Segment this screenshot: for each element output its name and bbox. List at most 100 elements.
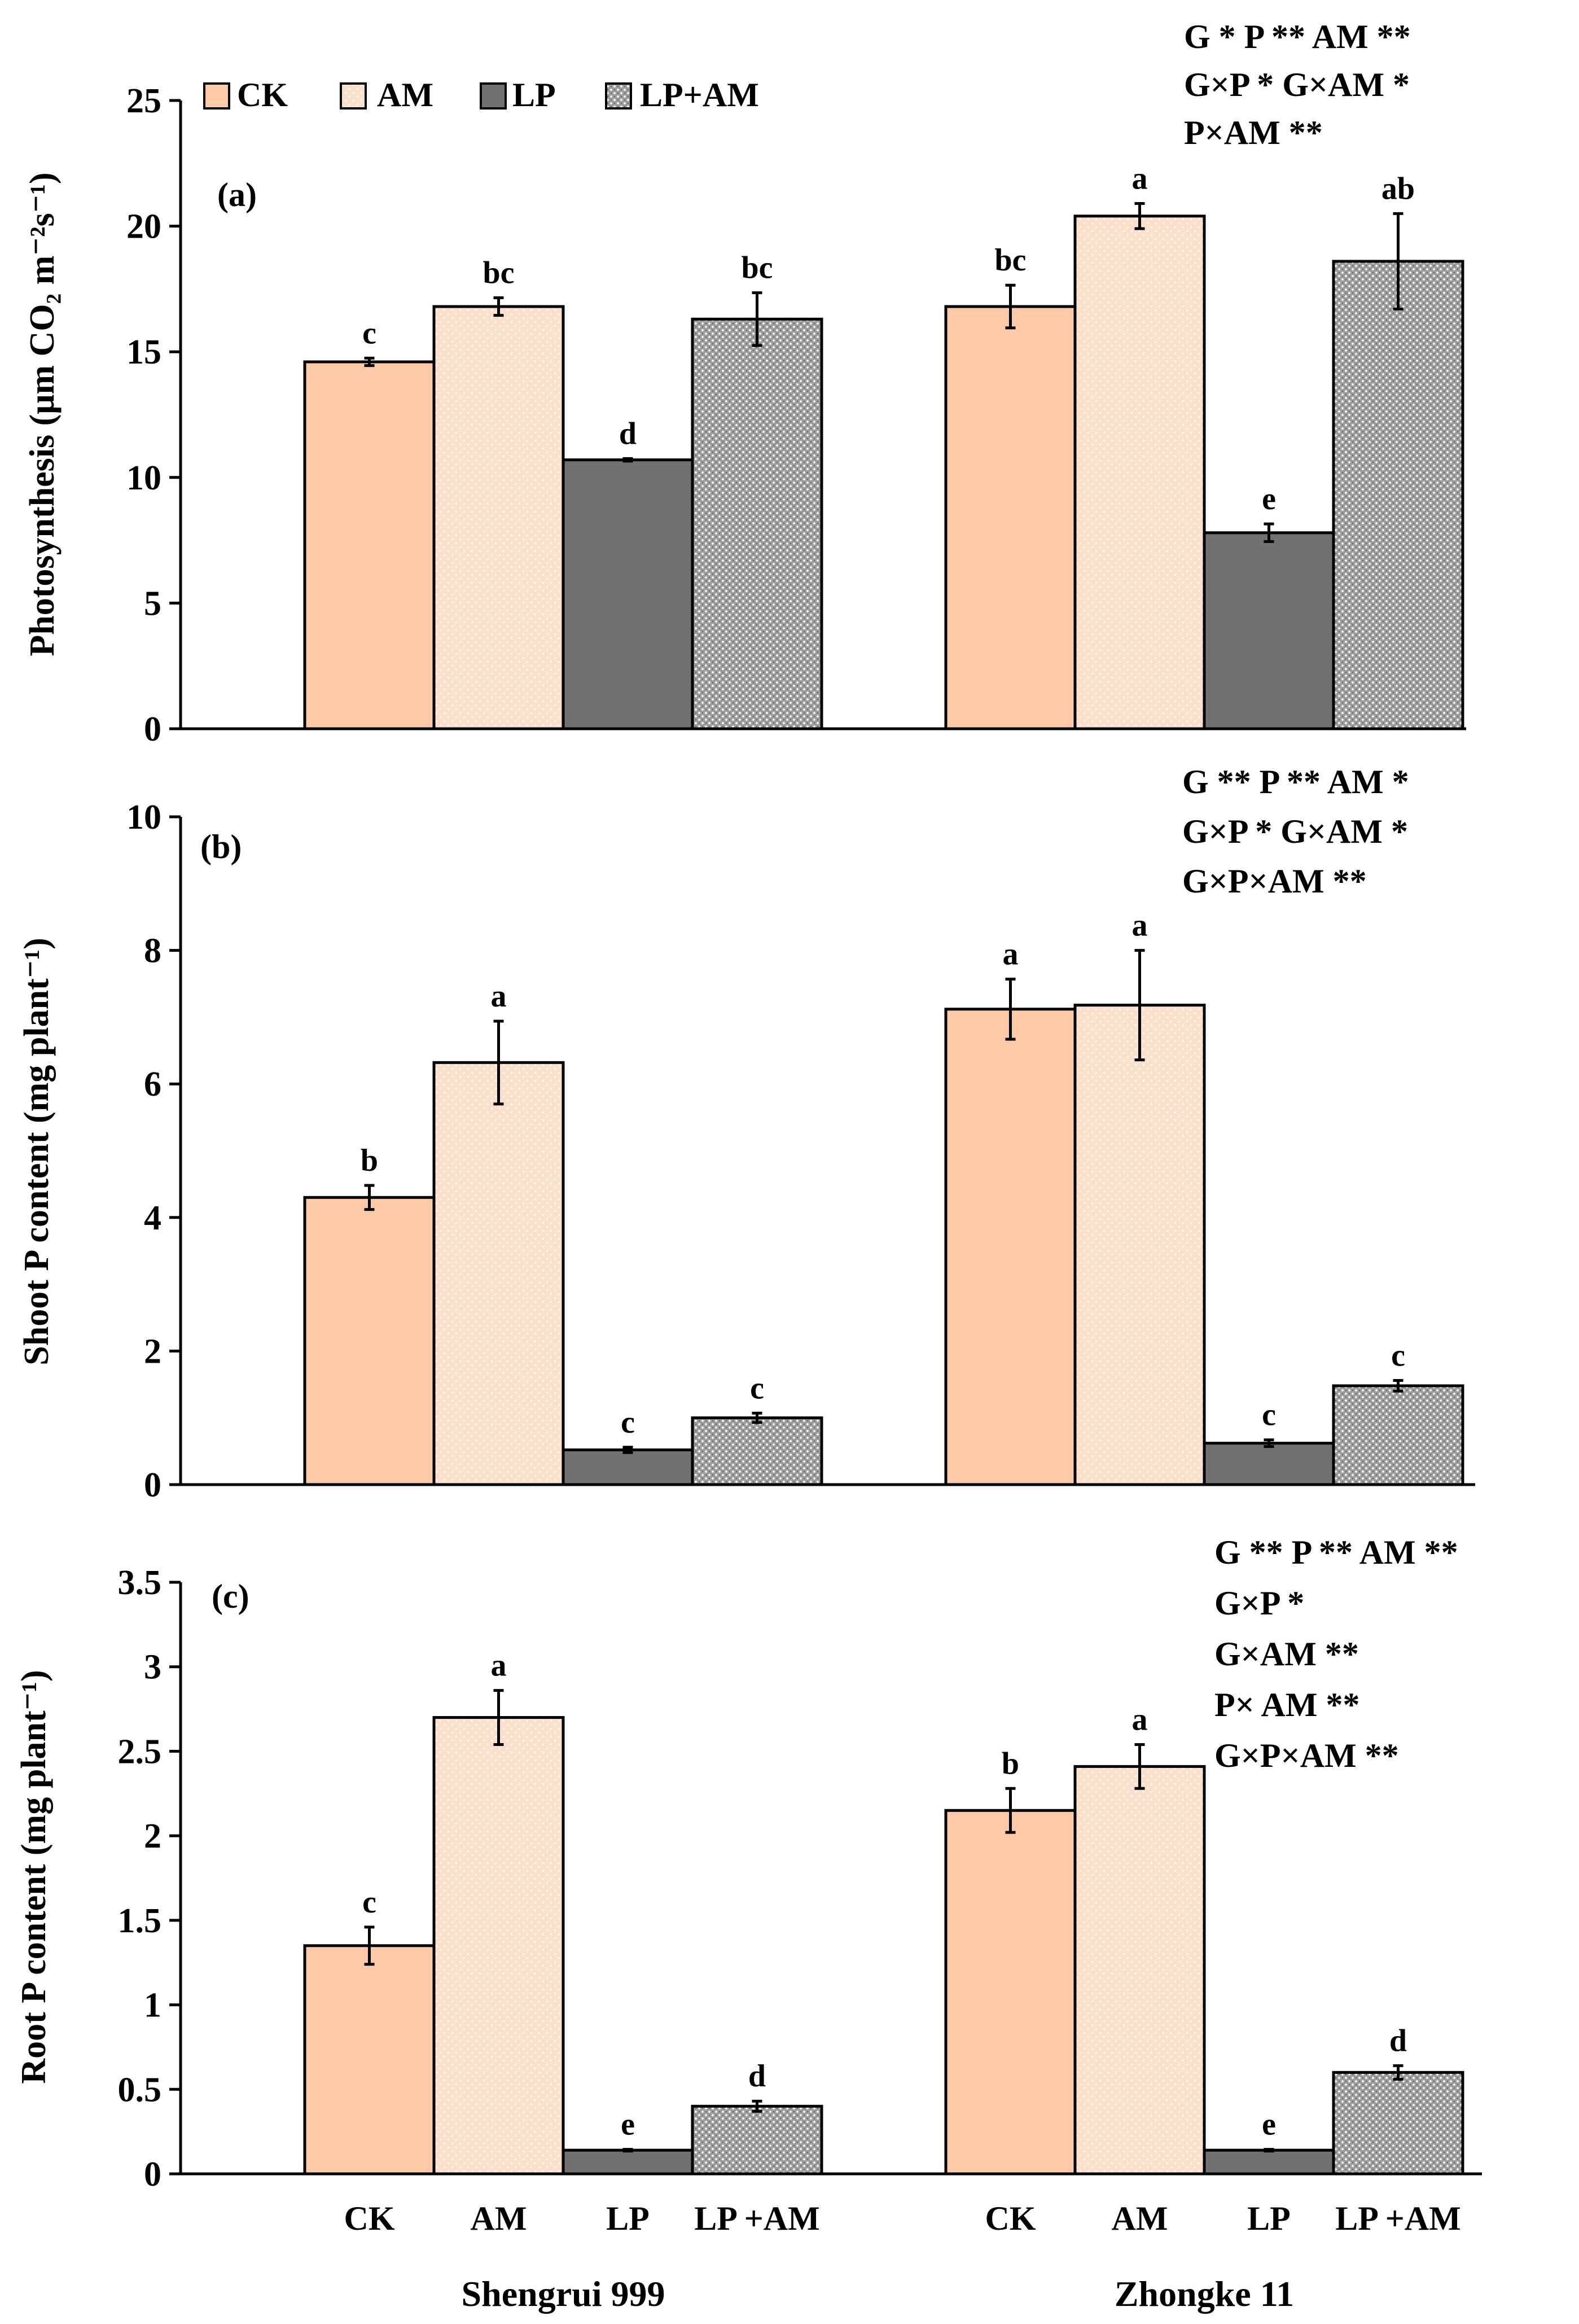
- x-axis-labels: CK AM LP LP +AM Shengrui 999 CK AM LP LP +AM Zhon…: [344, 2200, 1461, 2314]
- error-bar-zhongke-11-am: [1134, 949, 1145, 1062]
- significance-letter: d: [748, 2059, 766, 2094]
- bar-shengrui-999-ck: [303, 360, 436, 730]
- stats-annotation: G×P *: [1214, 1585, 1304, 1622]
- panel-a: 0 5 10 15 20 25 Photosynthesis (μm CO₂ m⁻²s⁻¹)…: [23, 18, 1466, 749]
- significance-letter: c: [362, 1885, 376, 1920]
- significance-letter: c: [362, 316, 376, 351]
- bar-shengrui-999-am: [432, 1061, 565, 1486]
- bar-zhongke-11-lp-am: [1332, 2071, 1464, 2176]
- stats-annotation: G ** P ** AM *: [1182, 763, 1409, 800]
- legend-label-ck: CK: [237, 76, 288, 113]
- stats-annotation: G×P * G×AM *: [1184, 66, 1410, 103]
- legend-swatch-lp: [480, 82, 507, 110]
- y-tick-label: 0: [144, 2155, 161, 2194]
- bar-shengrui-999-am: [432, 305, 565, 730]
- x-category-label: LP +AM: [1335, 2200, 1461, 2237]
- error-bar-zhongke-11-lp-am: [1393, 1378, 1403, 1393]
- legend-label-lp-am: LP+AM: [640, 76, 759, 113]
- significance-letter: e: [621, 2107, 635, 2142]
- significance-letter: bc: [483, 255, 515, 290]
- bar-shengrui-999-ck: [303, 1944, 436, 2176]
- legend-swatch-lp-am: [605, 82, 632, 110]
- panel-label: (b): [200, 828, 242, 865]
- x-category-label: CK: [985, 2200, 1036, 2237]
- y-tick-label: 1: [144, 1986, 161, 2025]
- stats-annotation: G ** P ** AM **: [1214, 1534, 1458, 1571]
- y-axis-title: Photosynthesis (μm CO₂ m⁻²s⁻¹): [23, 172, 62, 656]
- bar-shengrui-999-lp: [562, 2148, 694, 2176]
- y-tick-label: 5: [144, 584, 161, 623]
- stats-annotation: G×P * G×AM *: [1182, 813, 1408, 850]
- y-tick-label: 0: [144, 710, 161, 749]
- error-bar-shengrui-999-ck: [364, 1925, 375, 1966]
- stats-annotation: G×P×AM **: [1214, 1737, 1399, 1774]
- stats-annotation: G * P ** AM **: [1184, 18, 1411, 55]
- significance-letter: c: [1262, 1398, 1276, 1433]
- y-axis-title: Shoot P content (mg plant⁻¹): [17, 938, 56, 1365]
- significance-letter: a: [491, 979, 507, 1014]
- significance-letter: bc: [742, 251, 773, 286]
- bar-zhongke-11-am: [1073, 1004, 1206, 1486]
- significance-letter: e: [1262, 2107, 1276, 2142]
- error-bar-zhongke-11-lp: [1264, 1438, 1274, 1448]
- significance-letter: c: [621, 1405, 635, 1440]
- significance-letter: bc: [995, 243, 1027, 278]
- error-bar-shengrui-999-am: [493, 1689, 504, 1746]
- y-tick-label: 3.5: [118, 1564, 162, 1602]
- y-tick-label: 0: [144, 1466, 161, 1504]
- y-tick-label: 20: [126, 208, 161, 246]
- bar-zhongke-11-ck: [944, 1008, 1077, 1486]
- legend-label-am: AM: [377, 76, 433, 113]
- significance-letter: b: [361, 1143, 378, 1178]
- x-category-label: AM: [471, 2200, 527, 2237]
- legend-label-lp: LP: [512, 76, 556, 113]
- significance-letter: a: [1132, 1702, 1148, 1737]
- bar-shengrui-999-lp-am: [691, 1416, 823, 1486]
- error-bar-zhongke-11-ck: [1005, 977, 1016, 1041]
- error-bar-shengrui-999-lp: [622, 457, 633, 463]
- x-group-label-shengrui-999: Shengrui 999: [462, 2274, 665, 2314]
- error-bar-shengrui-999-lp-am: [752, 2099, 762, 2113]
- y-tick-label: 2.5: [118, 1732, 162, 1771]
- y-tick-label: 25: [126, 82, 161, 120]
- stats-annotation: G×P×AM **: [1182, 863, 1367, 900]
- error-bar-shengrui-999-ck: [364, 1184, 375, 1211]
- y-tick-label: 4: [144, 1199, 161, 1237]
- x-category-label: LP: [606, 2200, 650, 2237]
- y-axis-title: Root P content (mg plant⁻¹): [15, 1670, 53, 2084]
- y-tick-label: 2: [144, 1817, 161, 1855]
- significance-letter: d: [619, 416, 637, 451]
- error-bar-shengrui-999-lp: [622, 2148, 633, 2153]
- x-category-label: LP +AM: [694, 2200, 820, 2237]
- bar-shengrui-999-lp-am: [691, 2104, 823, 2176]
- panel-label: (a): [217, 176, 257, 213]
- error-bar-shengrui-999-am: [493, 296, 504, 317]
- y-tick-label: 6: [144, 1065, 161, 1104]
- y-tick-label: 10: [126, 459, 161, 497]
- panel-b: 0 2 4 6 8 10 Shoot P content (mg plant⁻¹) (b) b a…: [17, 763, 1475, 1504]
- significance-letter: a: [1132, 908, 1148, 943]
- bar-shengrui-999-lp-am: [691, 317, 823, 730]
- error-bar-zhongke-11-lp: [1264, 522, 1274, 543]
- legend-swatch-am: [340, 82, 367, 110]
- x-category-label: LP: [1247, 2200, 1291, 2237]
- significance-letter: a: [1003, 936, 1019, 971]
- stats-annotation: G×AM **: [1214, 1635, 1359, 1673]
- x-category-label: AM: [1112, 2200, 1168, 2237]
- error-bar-zhongke-11-lp-am: [1393, 2064, 1403, 2081]
- error-bar-zhongke-11-lp: [1264, 2148, 1274, 2153]
- error-bar-zhongke-11-lp-am: [1393, 212, 1403, 311]
- bar-zhongke-11-am: [1073, 215, 1206, 730]
- y-tick-label: 2: [144, 1332, 161, 1371]
- significance-letter: ab: [1381, 171, 1415, 206]
- significance-letter: c: [1391, 1338, 1405, 1373]
- error-bar-zhongke-11-ck: [1005, 283, 1016, 330]
- bar-zhongke-11-ck: [944, 305, 1077, 730]
- bar-zhongke-11-lp: [1203, 531, 1335, 730]
- y-tick-label: 1.5: [118, 1902, 162, 1940]
- significance-letter: a: [491, 1648, 507, 1683]
- significance-letter: d: [1389, 2023, 1407, 2058]
- error-bar-shengrui-999-am: [493, 1019, 504, 1106]
- y-tick-label: 8: [144, 932, 161, 970]
